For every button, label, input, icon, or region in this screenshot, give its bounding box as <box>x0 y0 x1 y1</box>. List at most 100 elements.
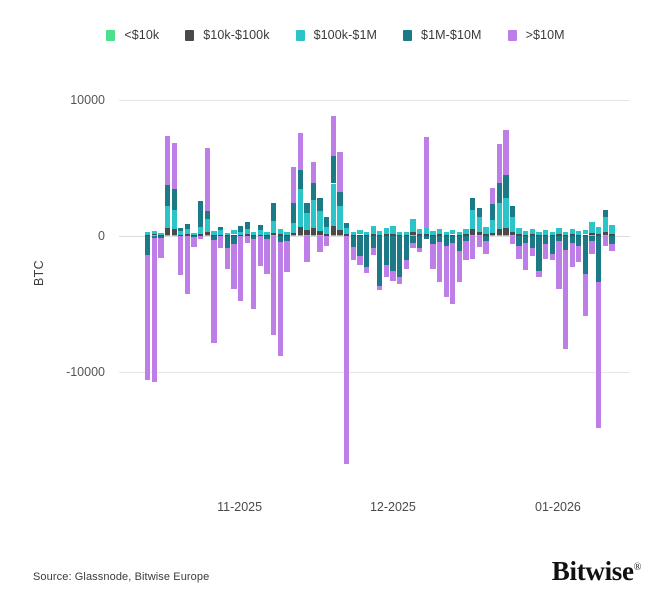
bar-segment <box>556 241 562 290</box>
bar-column[interactable] <box>582 100 589 372</box>
bar-column[interactable] <box>509 100 516 372</box>
bar-column[interactable] <box>556 100 562 372</box>
y-axis-tick-label: 0 <box>98 229 105 243</box>
bar-segment <box>231 236 237 245</box>
bar-column[interactable] <box>596 100 602 428</box>
bar-column[interactable] <box>211 100 217 372</box>
bar-column[interactable] <box>224 100 230 372</box>
bar-column[interactable] <box>191 100 197 372</box>
bar-segment <box>456 231 463 235</box>
bar-segment <box>350 236 356 247</box>
bar-column[interactable] <box>317 100 323 372</box>
bar-column[interactable] <box>476 100 482 372</box>
bar-column[interactable] <box>436 100 443 372</box>
bar-column[interactable] <box>569 100 575 372</box>
bar-column[interactable] <box>463 100 469 372</box>
bar-column[interactable] <box>602 100 609 372</box>
bar-segment <box>370 233 376 236</box>
bar-column[interactable] <box>178 100 184 372</box>
legend-item[interactable]: $100k-$1M <box>295 28 377 42</box>
bar-column[interactable] <box>377 100 383 372</box>
bar-column[interactable] <box>145 100 151 381</box>
bar-column[interactable] <box>151 100 157 383</box>
bar-column[interactable] <box>370 100 376 372</box>
bar-column[interactable] <box>423 100 429 372</box>
bar-column[interactable] <box>257 100 264 372</box>
bar-segment <box>489 235 496 237</box>
bar-column[interactable] <box>184 100 191 372</box>
bar-column[interactable] <box>416 100 423 372</box>
bar-segment <box>489 204 496 221</box>
bar-column[interactable] <box>403 100 409 372</box>
bar-segment <box>198 233 204 236</box>
bar-segment <box>277 234 283 236</box>
legend-item[interactable]: $1M-$10M <box>403 28 482 42</box>
bar-segment <box>562 249 569 349</box>
bar-column[interactable] <box>284 100 290 372</box>
bar-column[interactable] <box>562 100 569 372</box>
bar-column[interactable] <box>244 100 250 372</box>
bar-column[interactable] <box>350 100 356 372</box>
bar-column[interactable] <box>523 100 529 372</box>
bar-segment <box>536 236 542 272</box>
bar-column[interactable] <box>271 100 277 372</box>
bar-column[interactable] <box>430 100 436 372</box>
bar-column[interactable] <box>217 100 224 372</box>
bar-column[interactable] <box>529 100 536 372</box>
bar-column[interactable] <box>589 100 595 372</box>
bar-column[interactable] <box>251 100 257 372</box>
bar-column[interactable] <box>330 100 337 372</box>
bar-column[interactable] <box>237 100 244 372</box>
bar-column[interactable] <box>470 100 476 372</box>
legend-item[interactable]: $10k-$100k <box>185 28 269 42</box>
bar-column[interactable] <box>576 100 582 372</box>
bar-column[interactable] <box>549 100 555 372</box>
bar-column[interactable] <box>231 100 237 372</box>
bar-column[interactable] <box>164 100 171 372</box>
bar-column[interactable] <box>158 100 164 372</box>
bar-segment <box>357 256 363 265</box>
legend-item[interactable]: >$10M <box>507 28 565 42</box>
bar-column[interactable] <box>397 100 403 372</box>
bar-column[interactable] <box>297 100 303 372</box>
bar-column[interactable] <box>489 100 496 372</box>
bar-column[interactable] <box>496 100 502 372</box>
bar-segment <box>224 232 230 236</box>
bar-segment <box>416 236 423 249</box>
bar-column[interactable] <box>277 100 283 372</box>
bar-column[interactable] <box>443 100 449 372</box>
bar-column[interactable] <box>171 100 177 372</box>
legend-item[interactable]: <$10k <box>106 28 159 42</box>
bar-column[interactable] <box>536 100 542 372</box>
bar-column[interactable] <box>609 100 615 372</box>
bar-column[interactable] <box>324 100 330 372</box>
bar-column[interactable] <box>483 100 489 372</box>
bar-column[interactable] <box>543 100 549 372</box>
bar-column[interactable] <box>503 100 509 372</box>
bar-column[interactable] <box>410 100 416 372</box>
bar-column[interactable] <box>450 100 456 372</box>
bar-segment <box>470 228 476 236</box>
bar-segment <box>304 203 310 213</box>
bar-column[interactable] <box>390 100 396 372</box>
bar-segment <box>244 234 250 236</box>
bar-column[interactable] <box>456 100 463 372</box>
bar-column[interactable] <box>363 100 370 372</box>
bar-column[interactable] <box>204 100 210 372</box>
bar-segment <box>164 206 171 229</box>
bar-column[interactable] <box>337 100 343 372</box>
bar-column[interactable] <box>264 100 270 372</box>
bar-segment <box>529 248 536 257</box>
bar-segment <box>377 231 383 235</box>
bar-segment <box>158 236 164 238</box>
bar-column[interactable] <box>383 100 390 372</box>
bar-column[interactable] <box>310 100 317 372</box>
bar-column[interactable] <box>198 100 204 372</box>
bar-column[interactable] <box>344 100 350 465</box>
bar-column[interactable] <box>357 100 363 372</box>
bar-column[interactable] <box>516 100 522 372</box>
bar-segment <box>317 236 323 253</box>
bar-column[interactable] <box>304 100 310 372</box>
bar-column[interactable] <box>290 100 297 372</box>
bar-segment <box>237 226 244 232</box>
